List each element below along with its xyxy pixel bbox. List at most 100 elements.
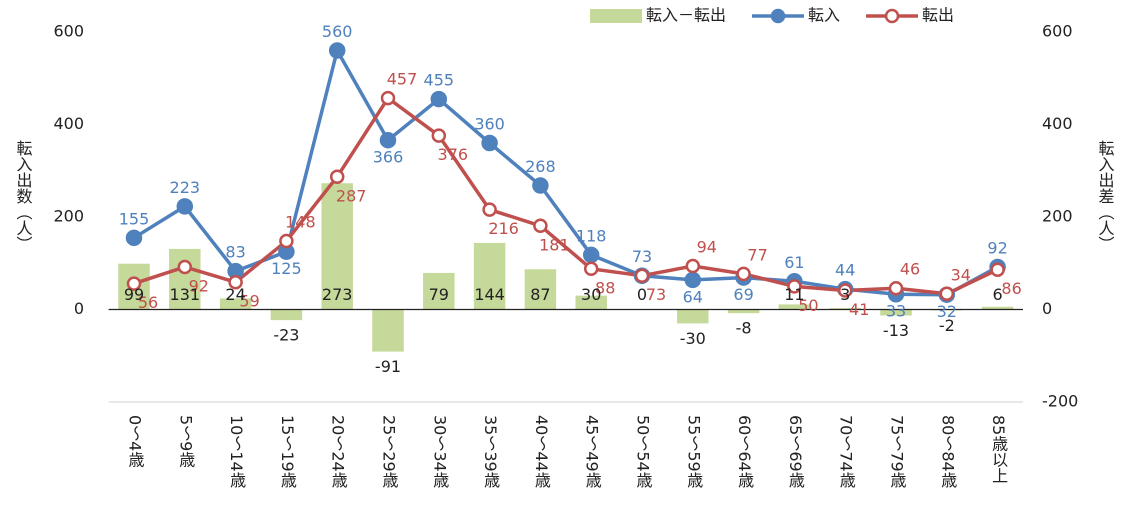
data-label: 32 xyxy=(937,302,957,321)
marker xyxy=(533,218,548,234)
data-label: 99 xyxy=(124,285,144,304)
bar xyxy=(423,272,455,310)
y2-axis-title: 転入出差（人） xyxy=(1096,140,1115,252)
marker xyxy=(481,134,498,152)
x-tick-label: 70～74歳 xyxy=(837,415,856,488)
x-tick-label: 60～64歳 xyxy=(735,415,754,488)
data-label: 92 xyxy=(189,276,209,295)
data-label: 455 xyxy=(424,71,455,90)
marker xyxy=(736,266,751,282)
y-tick-label: 0 xyxy=(74,299,84,318)
y-tick-label: 400 xyxy=(53,114,84,133)
legend-label: 転入－転出 xyxy=(646,6,726,25)
x-tick-label: 55～59歳 xyxy=(684,415,703,488)
data-label: -2 xyxy=(939,316,955,335)
marker xyxy=(684,271,702,289)
marker xyxy=(685,258,701,274)
data-label: 11 xyxy=(784,285,804,304)
marker xyxy=(228,274,243,290)
marker xyxy=(329,169,345,185)
data-label: 131 xyxy=(170,285,201,304)
data-label: -23 xyxy=(273,326,299,345)
data-label: 30 xyxy=(581,285,601,304)
data-label: 86 xyxy=(1001,279,1021,298)
data-label: -8 xyxy=(736,319,752,338)
marker xyxy=(532,177,549,194)
data-label: 125 xyxy=(271,259,302,278)
data-label: 56 xyxy=(138,293,158,312)
marker xyxy=(888,280,904,296)
data-label: 155 xyxy=(119,209,150,228)
data-label: 73 xyxy=(632,247,652,266)
y-tick-label: 200 xyxy=(53,207,84,226)
bar xyxy=(473,242,506,310)
marker xyxy=(787,279,802,294)
y-axis-title: 転入出数（人） xyxy=(14,140,33,252)
data-label: 148 xyxy=(285,213,316,232)
y2-tick-label: 0 xyxy=(1042,299,1052,318)
bar xyxy=(169,248,201,310)
marker xyxy=(379,131,397,149)
marker xyxy=(990,262,1005,277)
bar xyxy=(575,295,607,310)
data-label: 79 xyxy=(429,285,449,304)
marker xyxy=(582,246,600,264)
x-tick-label: 5～9歳 xyxy=(176,415,195,467)
y2-tick-label: -200 xyxy=(1042,392,1078,411)
bar xyxy=(880,309,912,316)
bar xyxy=(981,306,1014,310)
x-tick-label: 45～49歳 xyxy=(583,415,602,488)
data-label: 360 xyxy=(474,115,505,134)
data-label: 144 xyxy=(474,285,505,304)
data-label: 83 xyxy=(225,243,245,262)
data-label: 216 xyxy=(488,219,519,238)
marker xyxy=(126,276,142,291)
data-label: 3 xyxy=(840,285,850,304)
data-label: 69 xyxy=(733,285,753,304)
marker xyxy=(176,198,194,215)
y2-tick-label: 600 xyxy=(1042,22,1073,41)
data-label: 268 xyxy=(525,157,556,176)
marker xyxy=(177,259,193,275)
x-tick-label: 20～24歳 xyxy=(329,415,348,488)
data-label: 223 xyxy=(170,178,201,197)
x-tick-label: 10～14歳 xyxy=(227,415,246,488)
marker xyxy=(939,286,955,302)
bar xyxy=(677,309,709,324)
x-tick-label: 30～34歳 xyxy=(430,415,449,488)
bar xyxy=(219,298,252,310)
marker xyxy=(125,229,143,247)
line xyxy=(133,95,999,296)
data-label: 41 xyxy=(849,300,869,319)
marker xyxy=(583,261,599,277)
data-label: 59 xyxy=(239,292,259,311)
data-label: 287 xyxy=(336,186,367,205)
legend-label: 転入 xyxy=(808,6,840,25)
x-tick-label: 25～29歳 xyxy=(380,415,399,488)
y2-tick-label: 200 xyxy=(1042,207,1073,226)
data-label: 376 xyxy=(438,145,469,164)
marker xyxy=(837,283,853,298)
bar xyxy=(270,309,303,321)
data-label: 273 xyxy=(322,285,353,304)
data-label: 87 xyxy=(530,285,550,304)
data-label: 61 xyxy=(784,253,804,272)
data-label: 50 xyxy=(798,296,818,315)
data-label: 6 xyxy=(993,285,1003,304)
x-tick-label: 15～19歳 xyxy=(278,415,297,488)
data-label: -91 xyxy=(375,357,401,376)
data-label: -13 xyxy=(883,321,909,340)
x-tick-label: 80～84歳 xyxy=(938,415,957,488)
x-tick-label: 85歳以上 xyxy=(989,415,1008,483)
x-tick-label: 40～44歳 xyxy=(532,415,551,488)
x-tick-label: 35～39歳 xyxy=(481,415,500,488)
bar xyxy=(829,308,861,310)
marker xyxy=(279,233,294,249)
data-label: 33 xyxy=(886,302,906,321)
legend-label: 転出 xyxy=(922,6,954,25)
bar xyxy=(778,304,811,310)
bar xyxy=(372,309,404,352)
data-label: 118 xyxy=(576,226,607,245)
data-label: 46 xyxy=(900,260,920,279)
legend-marker xyxy=(884,8,900,24)
